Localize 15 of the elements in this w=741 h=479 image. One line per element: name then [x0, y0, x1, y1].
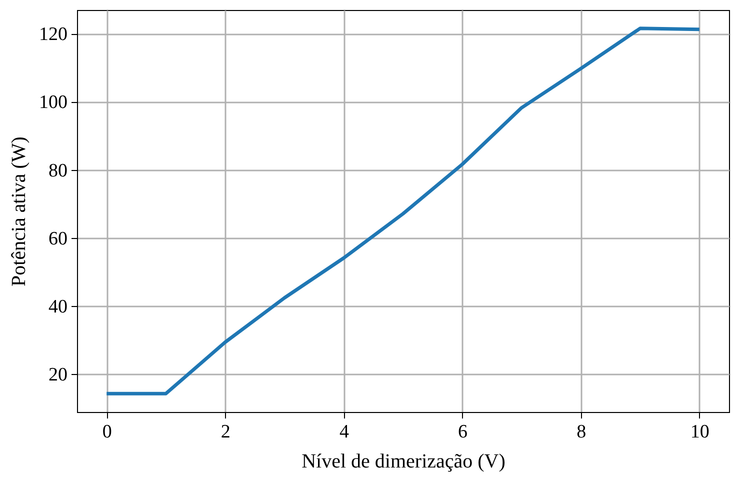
line-series [104, 26, 702, 396]
x-axis-title: Nível de dimerização (V) [302, 450, 506, 472]
y-tick-label: 80 [48, 160, 68, 182]
y-tick-label: 60 [48, 228, 68, 250]
x-tick-label: 4 [339, 422, 350, 442]
x-tick-label: 6 [458, 422, 468, 442]
y-tick-label: 40 [48, 296, 68, 318]
x-tick-label: 2 [220, 422, 230, 442]
y-tick-label: 20 [48, 364, 68, 386]
x-tick-label: 10 [690, 422, 710, 442]
y-tick-label: 100 [39, 92, 68, 114]
x-tick-label: 0 [102, 422, 112, 442]
x-tick-label: 8 [576, 422, 586, 442]
y-tick-label: 120 [39, 24, 68, 46]
y-axis-title: Potência ativa (W) [8, 136, 30, 286]
